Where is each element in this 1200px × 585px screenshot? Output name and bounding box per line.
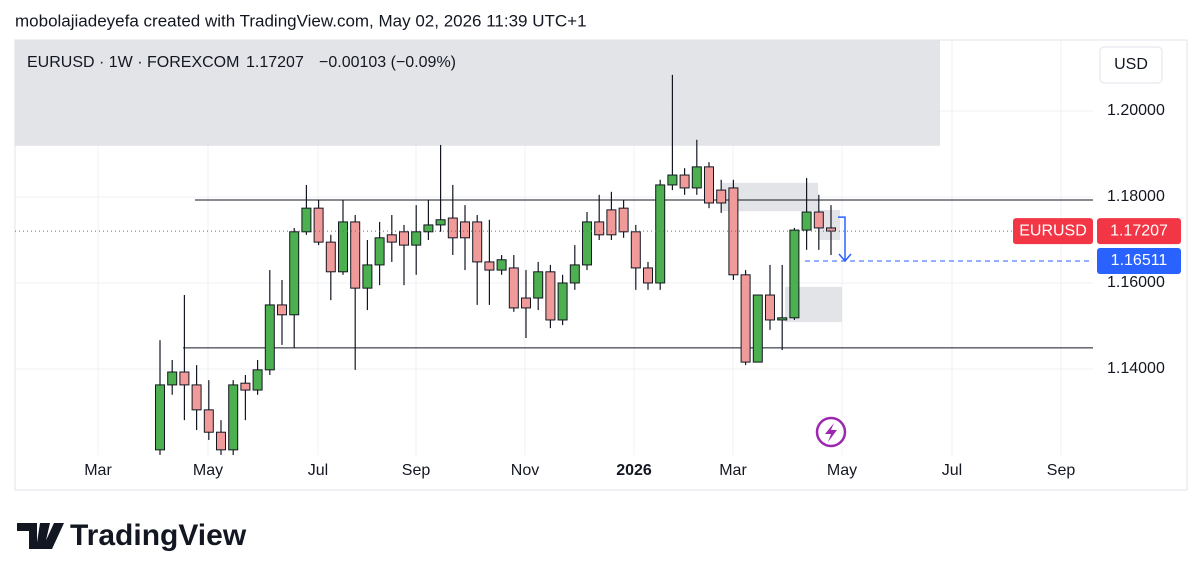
candle-body [813, 211, 824, 229]
x-tick-label: Mar [84, 462, 112, 479]
candle-body [435, 219, 446, 226]
lightning-icon[interactable] [815, 416, 847, 448]
candle-body [155, 384, 165, 451]
y-tick-label: 1.20000 [1107, 102, 1165, 119]
candle-body [630, 231, 641, 269]
x-tick-label: Sep [1047, 462, 1076, 479]
candle-body [777, 317, 788, 321]
candle-body [386, 234, 397, 243]
candle-body [313, 207, 324, 243]
candle-body [496, 259, 507, 271]
candle-body [374, 237, 385, 266]
currency[interactable]: USD [1114, 56, 1148, 73]
candle-body [203, 409, 214, 433]
candle-body [216, 431, 226, 451]
y-tick-label: 1.18000 [1107, 188, 1165, 205]
plot: Mar May Jul Sep Nov 2026 Mar May Jul Sep 1.14000 1.… [15, 40, 1181, 479]
x-tick-label: Mar [719, 462, 747, 479]
last-price-box [1097, 218, 1181, 245]
candle-body [350, 221, 361, 289]
candle-body [740, 274, 751, 363]
candle-body [447, 217, 458, 239]
alert-price-label: 1.16511 [1111, 252, 1168, 269]
legend-symbol: EURUSD · 1W · FOREXCOM [27, 54, 239, 71]
candle-body [411, 231, 422, 246]
candle-body [508, 267, 519, 309]
candle-body [252, 369, 263, 391]
zone [15, 40, 940, 146]
candle-body [301, 207, 312, 233]
candle-body [399, 231, 409, 246]
candle-body [789, 229, 800, 319]
candle-body [801, 211, 812, 231]
candle-body [606, 209, 617, 236]
candle-body [460, 221, 470, 239]
candle-body [533, 271, 544, 299]
x-tick-label: Jul [308, 462, 328, 479]
x-tick-label: Nov [511, 462, 539, 479]
candle-body [557, 282, 568, 321]
alert-price-box [1097, 248, 1181, 275]
candle-body [167, 371, 178, 386]
price-tag: EURUSD [1019, 222, 1087, 239]
x-tick-label: May [193, 462, 223, 479]
candle-body [240, 382, 251, 391]
candle-body [228, 384, 239, 451]
candle-body [679, 174, 690, 189]
legend-last: 1.17207 [246, 54, 304, 71]
candle-body [423, 224, 434, 233]
candle-body [618, 207, 629, 233]
price-tag-box [1013, 218, 1093, 245]
y-tick-label: 1.14000 [1107, 360, 1165, 377]
x-tick-label: Sep [402, 462, 431, 479]
logo [17, 523, 64, 549]
candle-body [289, 231, 300, 316]
candle-body [691, 166, 702, 189]
header: mobolajiadeyefa created with TradingView… [15, 11, 587, 30]
candle-body [569, 264, 580, 284]
candle-body [484, 261, 495, 271]
candle-body [643, 267, 653, 284]
candle-body [704, 166, 714, 204]
candle-body [545, 271, 556, 321]
candle-body [277, 304, 287, 316]
currency-box[interactable] [1099, 46, 1163, 84]
candle-body [655, 184, 666, 284]
candle-body [582, 221, 592, 266]
candle-body [362, 264, 373, 289]
arrow [838, 216, 852, 263]
x-tick-label: Jul [942, 462, 962, 479]
candle-body [521, 297, 531, 309]
last-price-label: 1.17207 [1110, 222, 1168, 239]
candle-body [325, 241, 336, 273]
x-tick-label: May [827, 462, 857, 479]
candle-body [338, 221, 348, 273]
x-tick-label: 2026 [616, 462, 652, 479]
brand: TradingView [70, 519, 247, 552]
candle-body [191, 384, 202, 411]
candle-body [179, 371, 190, 386]
candle-body [765, 294, 775, 321]
candle-body [752, 294, 763, 363]
candle-body [264, 304, 275, 371]
y-tick-label: 1.16000 [1107, 274, 1165, 291]
candle-body [472, 221, 483, 263]
candle-body [728, 187, 739, 276]
candle-body [594, 221, 605, 236]
candle-body [716, 189, 727, 204]
legend-change: −0.00103 (−0.09%) [319, 54, 456, 71]
candle-body [667, 174, 678, 186]
